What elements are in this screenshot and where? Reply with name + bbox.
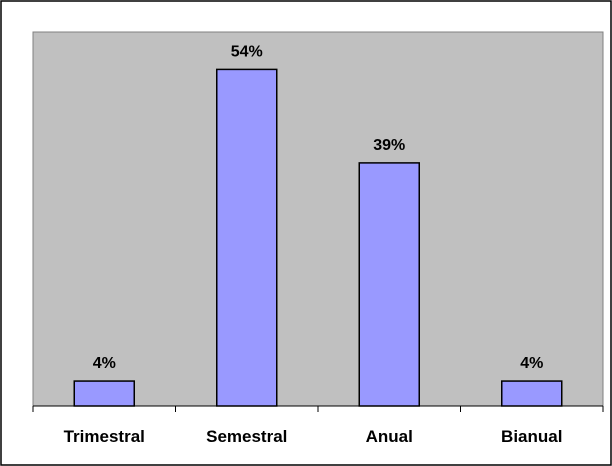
data-label-anual: 39% <box>373 137 405 154</box>
data-labels-group: 4% 54% 39% 4% <box>93 43 544 372</box>
data-label-bianual: 4% <box>520 355 543 372</box>
category-label-trimestral: Trimestral <box>64 427 145 446</box>
bar-bianual <box>501 380 563 407</box>
bar-trimestral <box>73 380 135 407</box>
data-label-semestral: 54% <box>231 43 263 60</box>
category-label-semestral: Semestral <box>206 427 287 446</box>
plot-area <box>32 31 604 407</box>
category-labels-group: Trimestral Semestral Anual Bianual <box>64 427 563 446</box>
category-label-bianual: Bianual <box>501 427 562 446</box>
category-label-anual: Anual <box>366 427 413 446</box>
x-axis-ticks <box>32 406 604 412</box>
bar-anual <box>358 162 420 407</box>
bars-group <box>73 68 563 407</box>
bar-semestral <box>216 68 278 407</box>
data-label-trimestral: 4% <box>93 355 116 372</box>
